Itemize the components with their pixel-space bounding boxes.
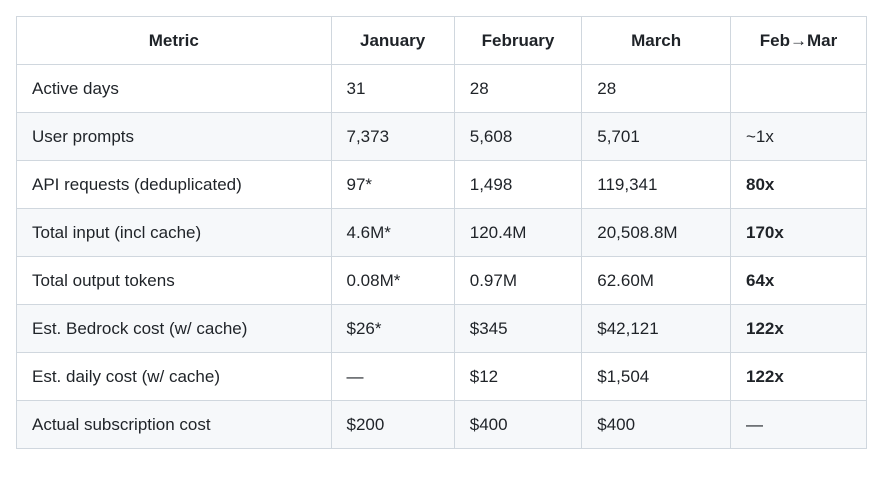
row-total-output-tokens: Total output tokens 0.08M* 0.97M 62.60M … — [16, 256, 867, 305]
value-january: 4.6M* — [330, 208, 455, 257]
value-march: $42,121 — [581, 304, 731, 353]
metric-label: Active days — [16, 64, 332, 113]
metrics-table: Metric January February March Feb→Mar Ac… — [16, 16, 867, 449]
value-february: 5,608 — [453, 112, 583, 161]
metric-label: Est. Bedrock cost (w/ cache) — [16, 304, 332, 353]
column-header-feb-mar: Feb→Mar — [730, 16, 867, 65]
row-actual-subscription-cost: Actual subscription cost $200 $400 $400 … — [16, 400, 867, 449]
column-header-january: January — [330, 16, 455, 65]
value-march: $400 — [581, 400, 731, 449]
value-february: $400 — [453, 400, 583, 449]
value-january: $26* — [330, 304, 455, 353]
value-march: 20,508.8M — [581, 208, 731, 257]
value-feb-mar — [730, 64, 867, 113]
metric-label: API requests (deduplicated) — [16, 160, 332, 209]
column-header-march: March — [581, 16, 731, 65]
value-january: 7,373 — [330, 112, 455, 161]
value-feb-mar: 122x — [730, 304, 867, 353]
value-feb-mar: 80x — [730, 160, 867, 209]
value-january: — — [330, 352, 455, 401]
value-feb-mar: ~1x — [730, 112, 867, 161]
value-march: 5,701 — [581, 112, 731, 161]
value-feb-mar: 122x — [730, 352, 867, 401]
row-total-input: Total input (incl cache) 4.6M* 120.4M 20… — [16, 208, 867, 257]
column-header-february: February — [453, 16, 583, 65]
value-march: 28 — [581, 64, 731, 113]
value-february: 120.4M — [453, 208, 583, 257]
row-user-prompts: User prompts 7,373 5,608 5,701 ~1x — [16, 112, 867, 161]
value-january: $200 — [330, 400, 455, 449]
value-january: 97* — [330, 160, 455, 209]
metric-label: Total input (incl cache) — [16, 208, 332, 257]
value-feb-mar: 170x — [730, 208, 867, 257]
column-header-metric: Metric — [16, 16, 332, 65]
row-est-bedrock-cost: Est. Bedrock cost (w/ cache) $26* $345 $… — [16, 304, 867, 353]
value-february: $345 — [453, 304, 583, 353]
value-march: 62.60M — [581, 256, 731, 305]
metric-label: Actual subscription cost — [16, 400, 332, 449]
table-header: Metric January February March Feb→Mar — [16, 16, 867, 65]
row-api-requests: API requests (deduplicated) 97* 1,498 11… — [16, 160, 867, 209]
value-january: 0.08M* — [330, 256, 455, 305]
value-march: $1,504 — [581, 352, 731, 401]
value-february: 28 — [453, 64, 583, 113]
value-march: 119,341 — [581, 160, 731, 209]
value-february: $12 — [453, 352, 583, 401]
value-feb-mar: — — [730, 400, 867, 449]
value-feb-mar: 64x — [730, 256, 867, 305]
value-february: 0.97M — [453, 256, 583, 305]
metric-label: User prompts — [16, 112, 332, 161]
value-february: 1,498 — [453, 160, 583, 209]
header-row: Metric January February March Feb→Mar — [16, 16, 867, 65]
value-january: 31 — [330, 64, 455, 113]
metric-label: Est. daily cost (w/ cache) — [16, 352, 332, 401]
row-est-daily-cost: Est. daily cost (w/ cache) — $12 $1,504 … — [16, 352, 867, 401]
metric-label: Total output tokens — [16, 256, 332, 305]
table-body: Active days 31 28 28 User prompts 7,373 … — [16, 64, 867, 449]
row-active-days: Active days 31 28 28 — [16, 64, 867, 113]
